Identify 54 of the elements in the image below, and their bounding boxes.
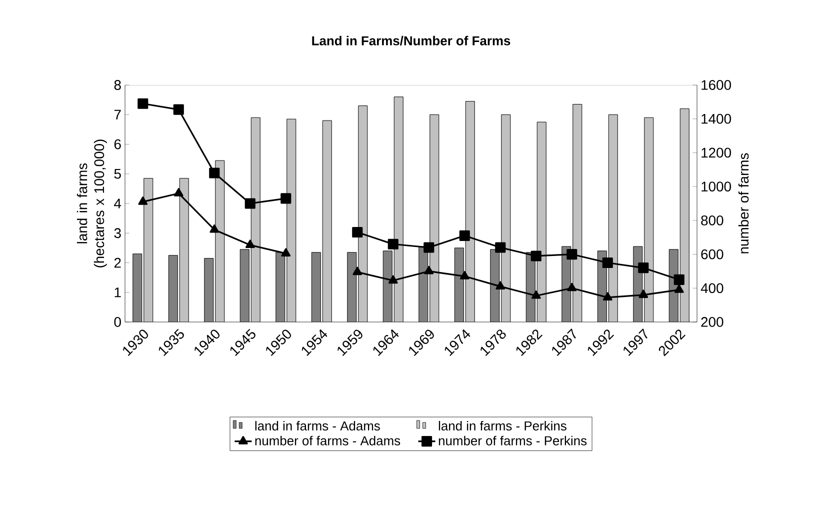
point [388, 275, 398, 284]
point [210, 224, 220, 233]
point [638, 262, 649, 274]
y2-axis-title: number of farms [738, 153, 749, 254]
point [638, 290, 648, 298]
y-tick-label: 1 [114, 288, 121, 298]
legend-label: land in farms - Perkins [438, 420, 566, 430]
point [496, 281, 506, 290]
point [281, 248, 291, 256]
y-tick-label: 5 [114, 169, 121, 179]
y2-tick-label: 400 [700, 283, 724, 294]
y2-tick-label: 1000 [702, 182, 732, 192]
point [352, 226, 363, 238]
point [531, 290, 541, 299]
y2-tick-label: 1200 [702, 148, 732, 158]
point [674, 284, 684, 293]
point [244, 198, 256, 209]
point [495, 242, 506, 253]
point [352, 266, 362, 276]
y2-tick-label: 1600 [702, 80, 732, 90]
point [424, 266, 434, 274]
legend-label: number of farms - Perkins [438, 436, 587, 446]
y2-tick-label: 200 [701, 317, 724, 327]
point [209, 168, 220, 178]
point [530, 250, 542, 262]
point [459, 230, 470, 241]
chart-title: Land in Farms/Number of Farms [312, 36, 510, 46]
legend-label: land in farms - Adams [255, 420, 380, 430]
y-tick-label: 4 [114, 198, 122, 208]
point [173, 104, 184, 115]
point [567, 282, 577, 292]
point [602, 257, 613, 268]
point [602, 292, 612, 300]
point [245, 240, 255, 248]
y2-tick-label: 600 [701, 249, 724, 260]
y-axis-title: land in farms (hectares x 100,000) [76, 140, 107, 268]
point [460, 271, 470, 280]
point [566, 249, 578, 260]
y-tick-label: 2 [114, 258, 121, 268]
y-tick-label: 3 [114, 228, 121, 238]
point [138, 98, 148, 109]
point [280, 193, 292, 204]
y-tick-label: 8 [114, 80, 121, 90]
legend-label: number of farms - Adams [255, 436, 400, 446]
y2-tick-label: 1400 [702, 114, 732, 124]
y2-tick-label: 800 [701, 215, 724, 226]
point [174, 188, 184, 196]
y-tick-label: 6 [114, 139, 121, 150]
point [388, 238, 398, 250]
point [138, 196, 148, 205]
y-tick-label: 0 [114, 317, 121, 327]
point [424, 242, 434, 253]
y-tick-label: 7 [114, 110, 121, 120]
point [674, 274, 684, 285]
